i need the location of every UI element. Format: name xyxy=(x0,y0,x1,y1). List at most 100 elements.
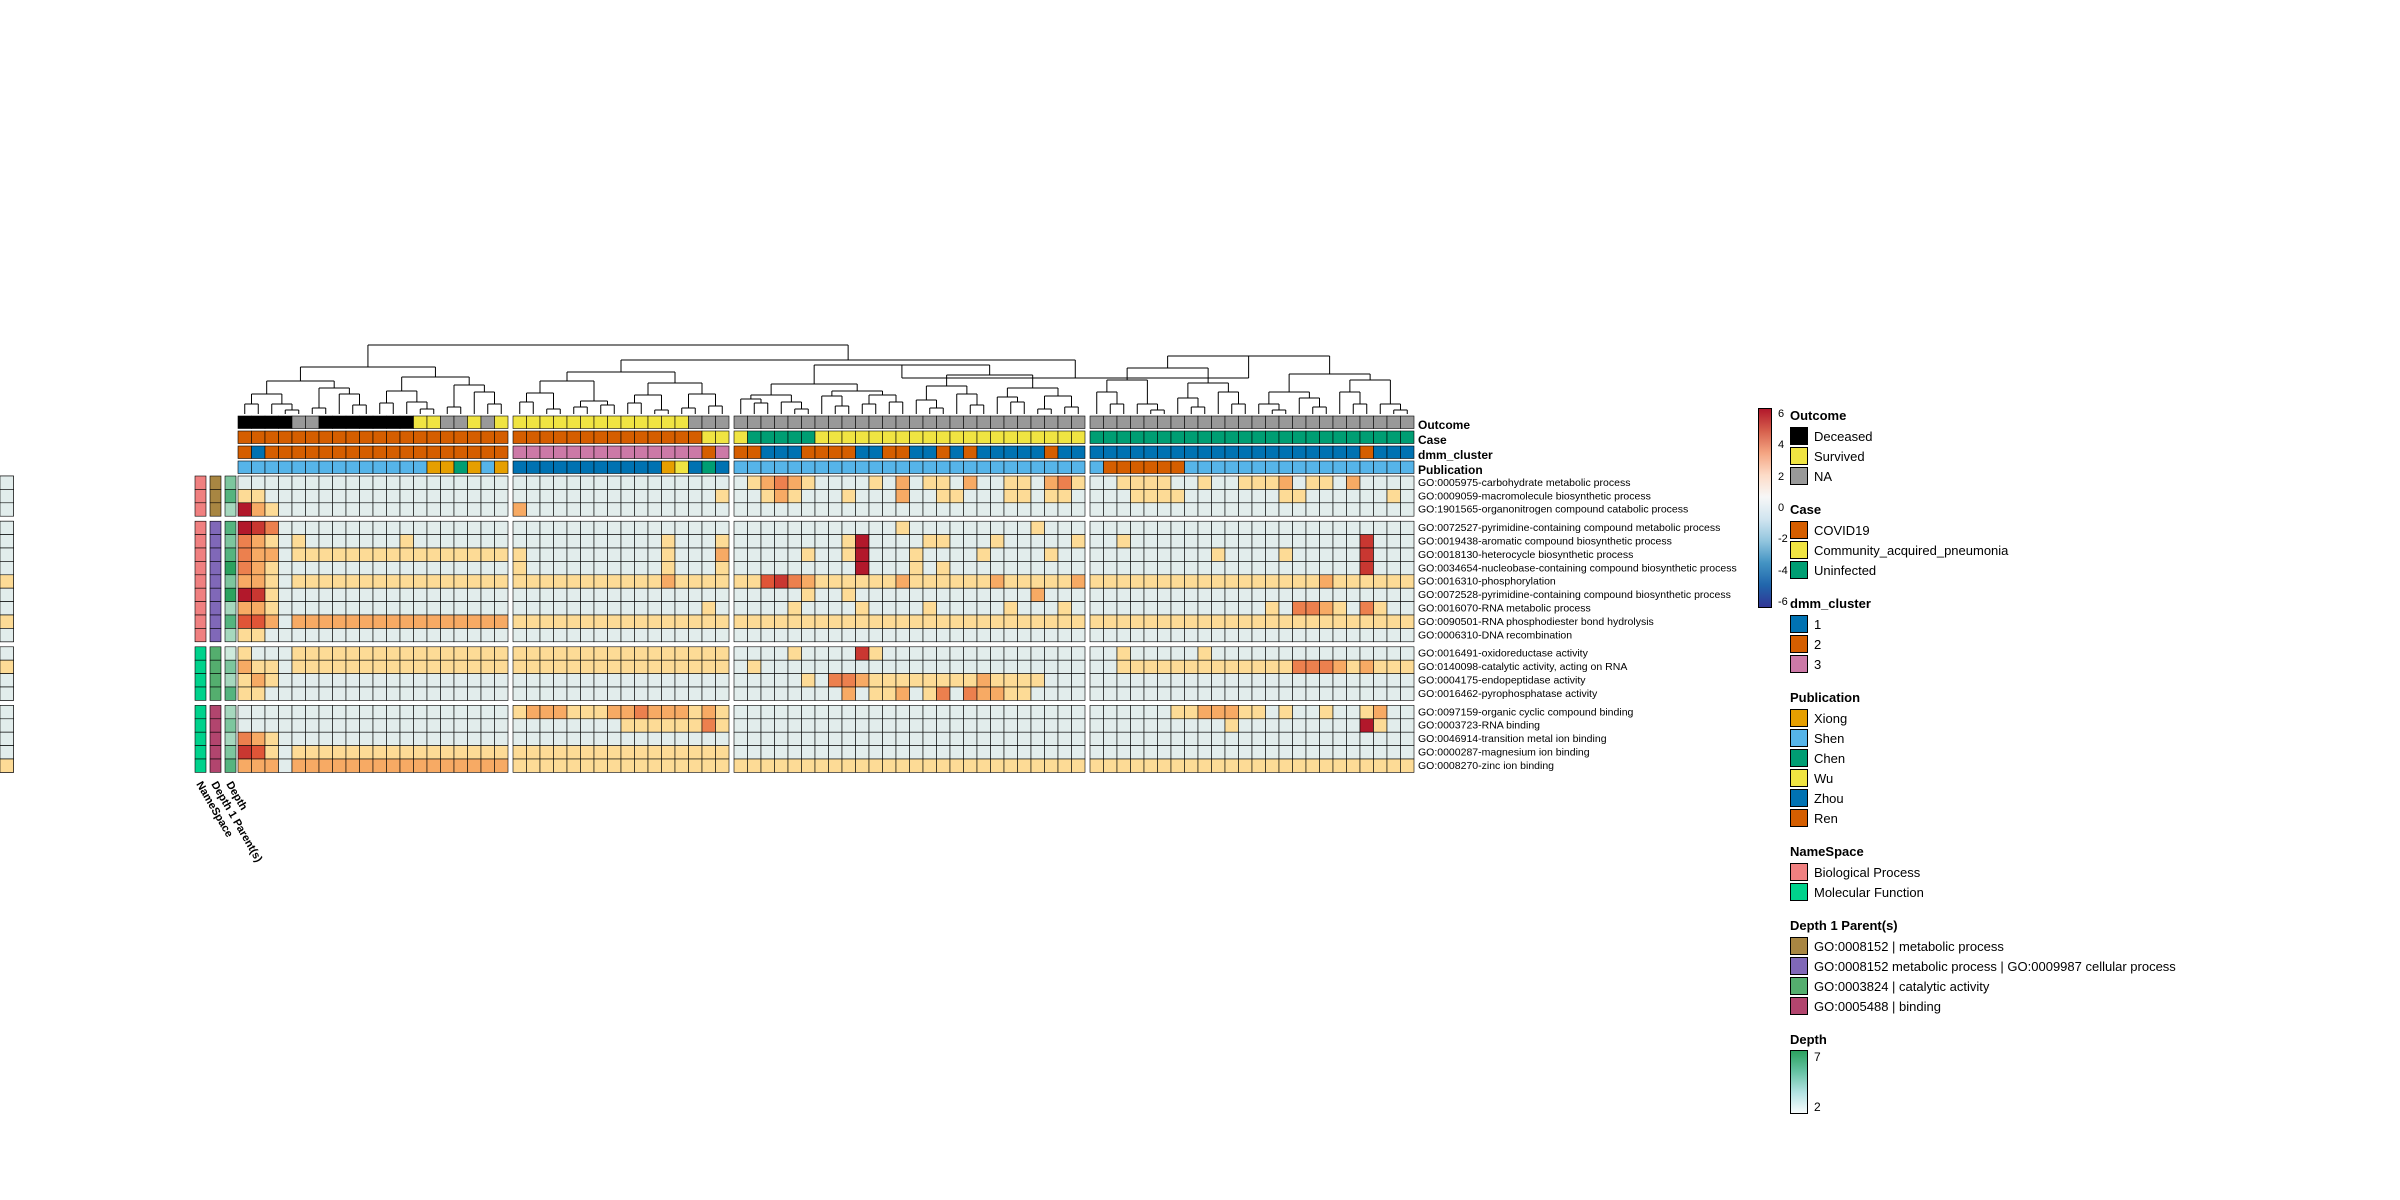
heatmap-cell xyxy=(251,502,266,517)
annotation-cell-outcome xyxy=(580,415,595,429)
heatmap-cell xyxy=(747,705,762,720)
heatmap-cell xyxy=(386,587,401,602)
heatmap-cell xyxy=(647,718,662,733)
annotation-cell-case xyxy=(494,430,509,444)
depth-min-label: 2 xyxy=(1814,1100,1821,1114)
heatmap-cell xyxy=(855,547,870,562)
heatmap-cell xyxy=(1359,673,1374,688)
heatmap-cell xyxy=(1373,745,1388,760)
heatmap-cell xyxy=(539,489,554,504)
heatmap-cell xyxy=(760,646,775,661)
annotation-cell-cluster xyxy=(949,445,964,459)
heatmap-cell xyxy=(634,731,649,746)
annotation-cell-publication xyxy=(264,460,279,474)
heatmap-cell xyxy=(237,502,252,517)
annotation-cell-outcome xyxy=(922,415,937,429)
heatmap-cell xyxy=(305,718,320,733)
heatmap-cell xyxy=(440,601,455,616)
heatmap-cell xyxy=(278,534,293,549)
annotation-cell-case xyxy=(553,430,568,444)
annotation-cell-case xyxy=(1057,430,1072,444)
heatmap-cell xyxy=(701,705,716,720)
row-label: GO:1901565-organonitrogen compound catab… xyxy=(1418,504,1688,516)
heatmap-cell xyxy=(318,628,333,643)
heatmap-cell xyxy=(1359,659,1374,674)
heatmap-cell xyxy=(1003,646,1018,661)
heatmap-cell xyxy=(480,659,495,674)
heatmap-cell xyxy=(318,646,333,661)
heatmap-cell xyxy=(882,475,897,490)
heatmap-cell xyxy=(1305,718,1320,733)
heatmap-cell xyxy=(278,628,293,643)
heatmap-cell xyxy=(332,502,347,517)
heatmap-cell xyxy=(399,561,414,576)
annotation-cell-publication xyxy=(1044,460,1059,474)
heatmap-cell xyxy=(399,718,414,733)
heatmap-cell xyxy=(607,475,622,490)
heatmap-cell xyxy=(1130,628,1145,643)
heatmap-cell xyxy=(855,614,870,629)
heatmap-cell xyxy=(526,628,541,643)
heatmap-cell xyxy=(291,731,306,746)
annotation-cell-publication xyxy=(1184,460,1199,474)
annotation-cell-publication xyxy=(747,460,762,474)
heatmap-cell xyxy=(1346,520,1361,535)
heatmap-cell xyxy=(1157,614,1172,629)
heatmap-cell xyxy=(747,628,762,643)
heatmap-cell xyxy=(895,534,910,549)
heatmap-cell xyxy=(553,601,568,616)
heatmap-cell xyxy=(1116,745,1131,760)
heatmap-cell xyxy=(1224,574,1239,589)
heatmap-cell xyxy=(841,534,856,549)
annotation-cell-publication xyxy=(1170,460,1185,474)
annotation-cell-publication xyxy=(1359,460,1374,474)
annotation-cell-case xyxy=(1238,430,1253,444)
row-annotation-namespace xyxy=(194,705,207,720)
heatmap-cell xyxy=(733,758,748,773)
heatmap-cell xyxy=(963,705,978,720)
heatmap-cell xyxy=(1044,587,1059,602)
heatmap-cell xyxy=(1265,705,1280,720)
heatmap-cell xyxy=(0,673,14,688)
heatmap-cell xyxy=(1003,502,1018,517)
heatmap-cell xyxy=(1089,547,1104,562)
heatmap-cell xyxy=(841,686,856,701)
heatmap-cell xyxy=(963,673,978,688)
heatmap-cell xyxy=(1089,502,1104,517)
heatmap-cell xyxy=(237,587,252,602)
heatmap-cell xyxy=(1346,628,1361,643)
heatmap-cell xyxy=(1044,745,1059,760)
heatmap-cell xyxy=(895,659,910,674)
heatmap-cell xyxy=(566,745,581,760)
heatmap-cell xyxy=(882,614,897,629)
heatmap-cell xyxy=(399,547,414,562)
heatmap-cell xyxy=(453,601,468,616)
heatmap-cell xyxy=(467,574,482,589)
row-annotation-namespace xyxy=(194,758,207,773)
legend-swatch xyxy=(1790,863,1808,881)
heatmap-cell xyxy=(620,489,635,504)
heatmap-cell xyxy=(426,614,441,629)
heatmap-cell xyxy=(787,534,802,549)
heatmap-cell xyxy=(949,561,964,576)
heatmap-cell xyxy=(868,758,883,773)
heatmap-cell xyxy=(1057,745,1072,760)
heatmap-cell xyxy=(237,718,252,733)
heatmap-cell xyxy=(620,574,635,589)
heatmap-cell xyxy=(566,659,581,674)
heatmap-cell xyxy=(1003,547,1018,562)
heatmap-cell xyxy=(1292,520,1307,535)
heatmap-cell xyxy=(1170,673,1185,688)
heatmap-cell xyxy=(593,475,608,490)
heatmap-cell xyxy=(453,673,468,688)
scale-tick: 4 xyxy=(1778,439,1785,452)
heatmap-cell xyxy=(526,520,541,535)
heatmap-cell xyxy=(760,614,775,629)
heatmap-cell xyxy=(291,718,306,733)
row-annotation-namespace xyxy=(194,731,207,746)
heatmap-cell xyxy=(1359,534,1374,549)
heatmap-cell xyxy=(990,489,1005,504)
annotation-cell-outcome xyxy=(1359,415,1374,429)
row-label: GO:0016491-oxidoreductase activity xyxy=(1418,648,1589,660)
legend-swatch xyxy=(1790,561,1808,579)
